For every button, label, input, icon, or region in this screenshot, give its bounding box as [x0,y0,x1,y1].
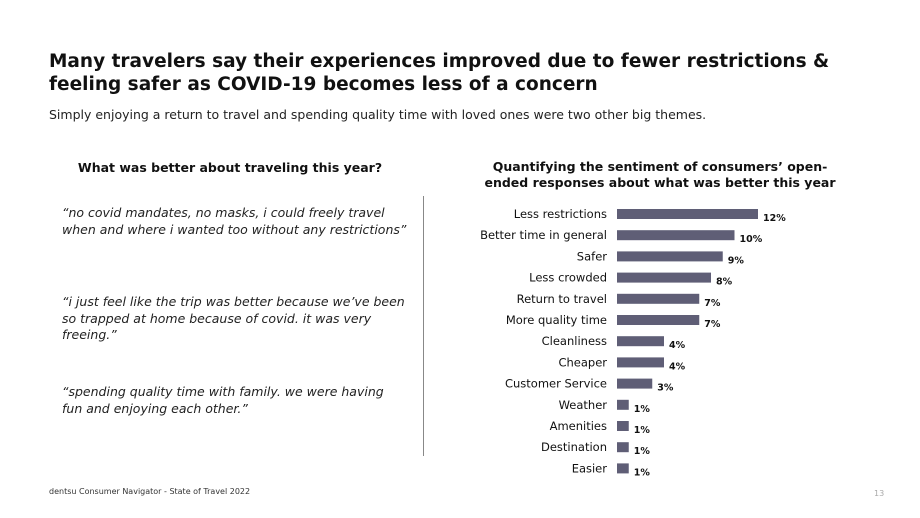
bar [617,399,629,410]
bar [617,336,664,347]
bar [617,251,723,262]
bar [617,315,700,325]
category-label: Cleanliness [542,334,607,348]
value-label: 12% [763,213,786,224]
bar [617,209,758,219]
value-label: 4% [669,340,686,351]
category-label: Return to travel [517,292,607,306]
bar [617,463,629,474]
bar [617,230,735,241]
quote-1: “no covid mandates, no masks, i could fr… [62,205,407,237]
category-label: Easier [572,461,608,475]
quote-2: “i just feel like the trip was better be… [62,294,405,342]
value-label: 3% [657,383,674,394]
category-label: More quality time [506,313,607,327]
bar [617,357,664,368]
value-label: 1% [634,467,651,478]
value-label: 4% [669,361,686,372]
sentiment-bar-chart: Less restrictions 12% Better time in gener… [480,207,786,478]
chart-heading-line-1: Quantifying the sentiment of consumers’ … [492,159,828,174]
value-label: 10% [740,234,763,245]
value-label: 1% [634,425,651,436]
bar [617,378,653,389]
value-label: 9% [728,255,745,266]
chart-heading-line-2: ended responses about what was better th… [484,175,836,190]
value-label: 1% [634,446,651,457]
value-label: 1% [634,404,651,415]
bar [617,442,629,453]
bar [617,293,700,304]
category-label: Better time in general [480,228,607,242]
page-number: 13 [874,489,885,498]
quotes-heading: What was better about traveling this yea… [77,160,383,175]
quote-3: “spending quality time with family. we w… [62,384,384,416]
footer-source: dentsu Consumer Navigator - State of Tra… [49,487,251,496]
category-label: Less restrictions [514,207,607,221]
slide-title: Many travelers say their experiences imp… [49,51,830,95]
category-label: Weather [559,398,608,412]
bar [617,421,629,431]
category-label: Amenities [550,419,607,433]
category-label: Customer Service [505,377,607,391]
category-label: Less crowded [529,271,607,285]
category-label: Cheaper [558,355,607,369]
chart-heading: Quantifying the sentiment of consumers’ … [480,159,840,191]
value-label: 7% [704,319,721,330]
category-label: Safer [577,249,607,263]
bar [617,272,711,283]
slide-subtitle: Simply enjoying a return to travel and s… [49,107,707,122]
value-label: 7% [704,298,721,309]
value-label: 8% [716,277,733,288]
category-label: Destination [541,440,607,454]
column-divider [423,196,424,456]
